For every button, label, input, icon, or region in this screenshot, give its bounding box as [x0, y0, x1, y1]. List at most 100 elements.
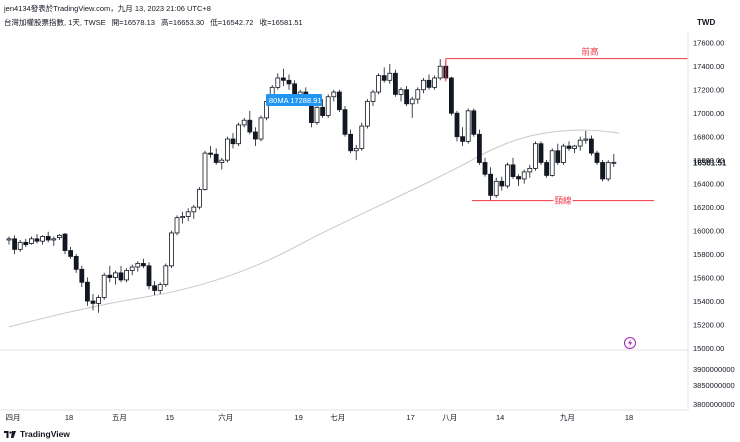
candle-body: [113, 272, 118, 278]
axes-layer: 15000.00 15200.00 15400.00 15600.00 15800.00…: [0, 31, 735, 422]
candle: [107, 265, 113, 283]
symbol-name[interactable]: 台灣加權股票指數, 1天, TWSE: [4, 18, 106, 27]
candle: [241, 117, 247, 128]
candle-body: [510, 164, 516, 177]
candle: [404, 86, 410, 107]
y-tick-label: 16200.00: [693, 203, 724, 212]
candle: [493, 177, 499, 198]
candle: [34, 234, 40, 244]
candle-body: [224, 138, 230, 161]
candle-body: [325, 96, 331, 116]
candle: [600, 160, 605, 182]
candle: [387, 63, 393, 84]
candle-body: [376, 75, 382, 93]
candle: [521, 169, 527, 184]
y-tick-label: 17200.00: [693, 86, 724, 95]
candle: [589, 135, 594, 156]
candle-body: [370, 91, 376, 102]
candle-body: [57, 234, 62, 239]
candle: [146, 262, 152, 290]
candle-body: [465, 110, 471, 142]
candle: [331, 89, 337, 102]
ma-value-label: 80MA 17288.91: [269, 96, 322, 105]
candle-body: [348, 133, 354, 152]
candle-body: [292, 83, 298, 96]
candle: [516, 174, 521, 186]
candle: [208, 146, 214, 158]
candle: [113, 270, 118, 285]
author-line: jen4134發表於TradingView.com，九月 13, 2023 21…: [4, 4, 211, 13]
candle-body: [572, 145, 577, 149]
candle: [533, 141, 538, 171]
candle: [252, 127, 258, 147]
tradingview-logo-icon: [4, 430, 16, 438]
candle: [224, 136, 230, 163]
candle-body: [460, 136, 466, 142]
candle: [381, 67, 387, 83]
candle-body: [17, 241, 23, 250]
candle: [527, 164, 533, 178]
candle: [90, 293, 96, 311]
candle: [611, 153, 617, 167]
currency-label[interactable]: TWD: [697, 18, 716, 27]
candle: [68, 247, 73, 259]
last-price-badge-bg: [689, 156, 733, 169]
y-tick-label: 16600.00: [693, 156, 724, 165]
candle: [196, 187, 202, 210]
candle: [258, 115, 264, 142]
candle-body: [521, 171, 527, 180]
x-tick-label: 八月: [442, 413, 457, 422]
moving-average-layer: [8, 129, 620, 328]
candle-body: [101, 274, 107, 298]
volume-tick-label: 3850000000: [693, 381, 735, 390]
candle-body: [163, 265, 169, 286]
close-value: 收=16581.51: [259, 18, 303, 27]
footer-brand[interactable]: TradingView: [4, 429, 70, 439]
candle: [359, 122, 365, 151]
candle: [280, 68, 286, 87]
candle: [152, 281, 158, 296]
candle: [364, 99, 370, 129]
candle-body: [577, 139, 583, 147]
candle: [51, 236, 57, 246]
candle-body: [12, 238, 18, 250]
candle-body: [516, 176, 521, 180]
ma-value-badge: 80MA 17288.91: [266, 94, 322, 106]
candle: [476, 129, 482, 165]
x-tick-label: 九月: [560, 413, 575, 422]
candle: [488, 167, 494, 201]
candle-body: [448, 77, 454, 114]
candle: [465, 108, 471, 144]
candle: [325, 94, 331, 118]
x-tick-label: 17: [406, 413, 414, 422]
x-tick-label: 四月: [6, 413, 21, 422]
candle-body: [34, 238, 40, 242]
candle-body: [454, 112, 460, 138]
candle-body: [342, 109, 348, 135]
ma-value-badge-bg: [266, 94, 322, 106]
candle: [28, 236, 34, 245]
candle: [79, 265, 85, 287]
open-label: 開: [111, 18, 120, 27]
candle: [129, 264, 135, 276]
candle-body: [314, 106, 320, 123]
candle-body: [241, 119, 247, 126]
candle-body: [381, 75, 387, 81]
y-tick-label: 15600.00: [693, 274, 724, 283]
candle: [101, 272, 107, 300]
candle: [549, 148, 555, 177]
candle: [454, 110, 460, 142]
candle-body: [404, 89, 410, 105]
candle: [163, 263, 169, 287]
candle-body: [152, 285, 158, 291]
y-tick-label: 17600.00: [693, 39, 724, 48]
candle-body: [387, 72, 393, 81]
candle-body: [68, 250, 73, 257]
candle: [348, 129, 354, 154]
candle: [336, 89, 342, 113]
candle-body: [415, 89, 421, 100]
volume-tick-label: 3800000000: [693, 400, 735, 409]
candle-body: [28, 238, 34, 244]
